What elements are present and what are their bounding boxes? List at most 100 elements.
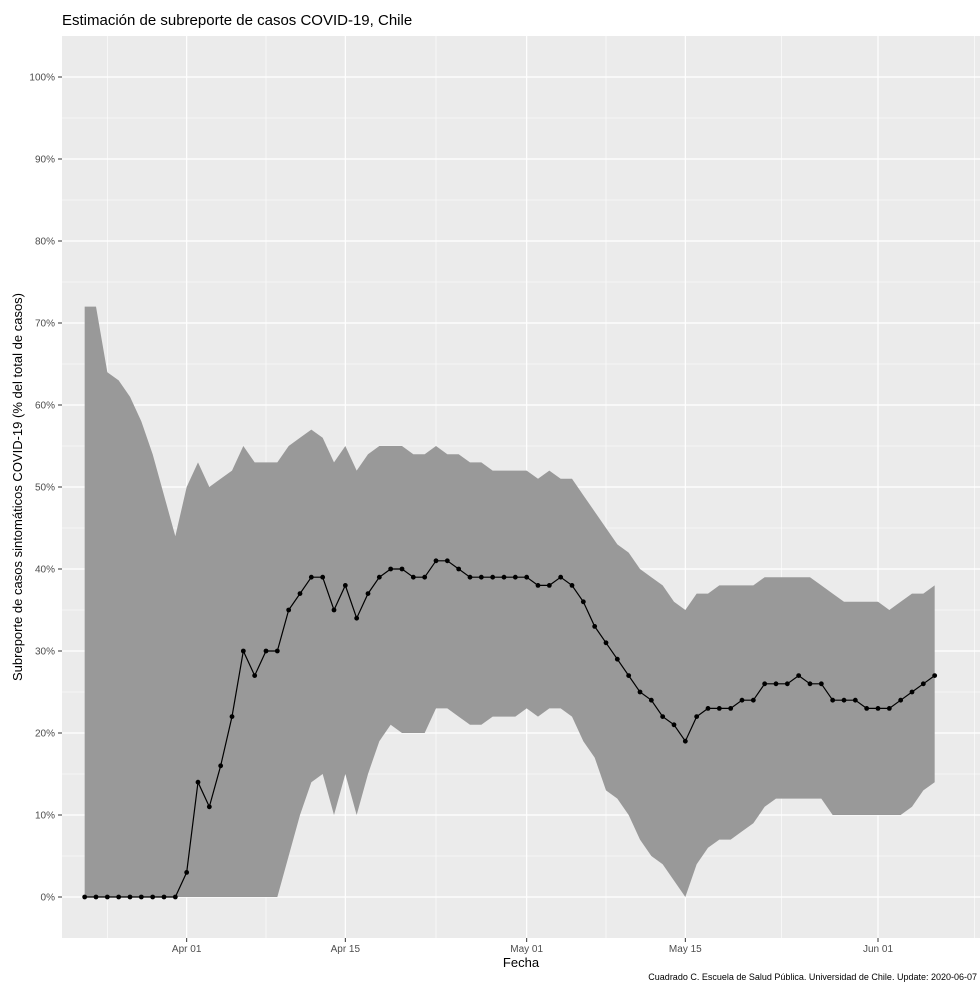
data-point xyxy=(206,804,212,810)
data-point xyxy=(739,697,745,703)
y-tick-label: 80% xyxy=(35,237,55,248)
data-point xyxy=(127,894,133,900)
data-point xyxy=(592,624,598,629)
data-point xyxy=(728,706,734,711)
data-point xyxy=(195,779,201,785)
data-point xyxy=(898,697,904,703)
data-point xyxy=(342,583,348,588)
data-point xyxy=(172,894,178,900)
data-point xyxy=(569,583,575,588)
y-tick-label: 90% xyxy=(35,155,55,166)
chart-title: Estimación de subreporte de casos COVID-… xyxy=(62,12,412,29)
y-tick-label: 20% xyxy=(35,729,55,740)
data-point xyxy=(626,673,632,678)
data-point xyxy=(830,697,836,703)
estimate-line-layer xyxy=(84,560,936,898)
data-point xyxy=(875,706,881,711)
data-point xyxy=(524,574,530,580)
data-point xyxy=(218,763,224,769)
data-point xyxy=(762,681,768,687)
data-point xyxy=(614,656,620,662)
data-point xyxy=(716,706,722,711)
data-point xyxy=(150,894,156,900)
data-point xyxy=(501,574,507,580)
y-tick-label: 30% xyxy=(35,647,55,658)
data-point xyxy=(512,574,518,580)
data-point xyxy=(648,697,654,703)
data-point xyxy=(546,583,552,588)
x-axis-title: Fecha xyxy=(503,955,540,970)
data-point xyxy=(580,599,586,605)
data-point xyxy=(410,574,416,580)
y-tick-label: 10% xyxy=(35,811,55,822)
data-point xyxy=(807,681,813,687)
data-point xyxy=(920,681,926,687)
data-point xyxy=(240,648,246,654)
data-point xyxy=(138,894,144,900)
data-point xyxy=(637,689,643,695)
data-point xyxy=(932,673,938,678)
data-point xyxy=(116,894,122,900)
data-point xyxy=(864,706,870,711)
data-point xyxy=(365,591,371,596)
data-point xyxy=(399,566,405,572)
data-point xyxy=(478,574,484,580)
data-point xyxy=(184,870,190,875)
data-point xyxy=(376,574,382,580)
x-tick-label: Apr 01 xyxy=(172,944,202,955)
data-point xyxy=(773,681,779,687)
data-point xyxy=(660,714,666,719)
data-point xyxy=(456,566,462,572)
data-point xyxy=(286,607,292,613)
x-tick-label: May 01 xyxy=(510,944,543,955)
data-point xyxy=(82,894,88,900)
data-point xyxy=(104,894,110,900)
data-point xyxy=(354,615,360,621)
data-point xyxy=(274,648,280,654)
data-point xyxy=(535,583,541,588)
y-tick-label: 60% xyxy=(35,401,55,412)
data-point xyxy=(331,607,337,613)
confidence-band-layer xyxy=(84,306,935,898)
x-axis-ticks: Apr 01 Apr 15 May 01 May 15 Jun 01 xyxy=(172,938,893,955)
data-point xyxy=(297,591,303,596)
x-tick-label: May 15 xyxy=(669,944,702,955)
data-point xyxy=(433,558,439,564)
data-point xyxy=(263,648,269,654)
data-point xyxy=(750,697,756,703)
data-point xyxy=(886,706,892,711)
data-point xyxy=(308,574,314,580)
data-point xyxy=(490,574,496,580)
data-point xyxy=(705,706,711,711)
data-point xyxy=(422,574,428,580)
data-point xyxy=(320,574,326,580)
data-point xyxy=(852,697,858,703)
data-point xyxy=(252,673,258,678)
estimate-line xyxy=(84,560,936,898)
y-axis-title: Subreporte de casos sintomáticos COVID-1… xyxy=(10,293,25,681)
data-point xyxy=(796,673,802,678)
data-point xyxy=(841,697,847,703)
data-point xyxy=(444,558,450,564)
data-point xyxy=(682,738,688,744)
data-point xyxy=(467,574,473,580)
y-tick-label: 0% xyxy=(41,893,56,904)
estimate-points-layer xyxy=(82,558,938,900)
y-tick-label: 50% xyxy=(35,483,55,494)
data-point xyxy=(603,640,609,646)
y-axis-ticks: 0% 10% 20% 30% 40% 50% 60% 70% 80% 90% 100% xyxy=(29,73,62,904)
data-point xyxy=(818,681,824,687)
data-point xyxy=(671,722,677,728)
data-point xyxy=(161,894,167,900)
x-tick-label: Jun 01 xyxy=(863,944,893,955)
data-point xyxy=(93,894,99,900)
data-point xyxy=(229,714,235,719)
data-point xyxy=(784,681,790,687)
y-tick-label: 70% xyxy=(35,319,55,330)
data-point xyxy=(694,714,700,719)
confidence-band xyxy=(84,306,935,898)
x-tick-label: Apr 15 xyxy=(331,944,361,955)
data-point xyxy=(388,566,394,572)
data-point xyxy=(909,689,915,695)
